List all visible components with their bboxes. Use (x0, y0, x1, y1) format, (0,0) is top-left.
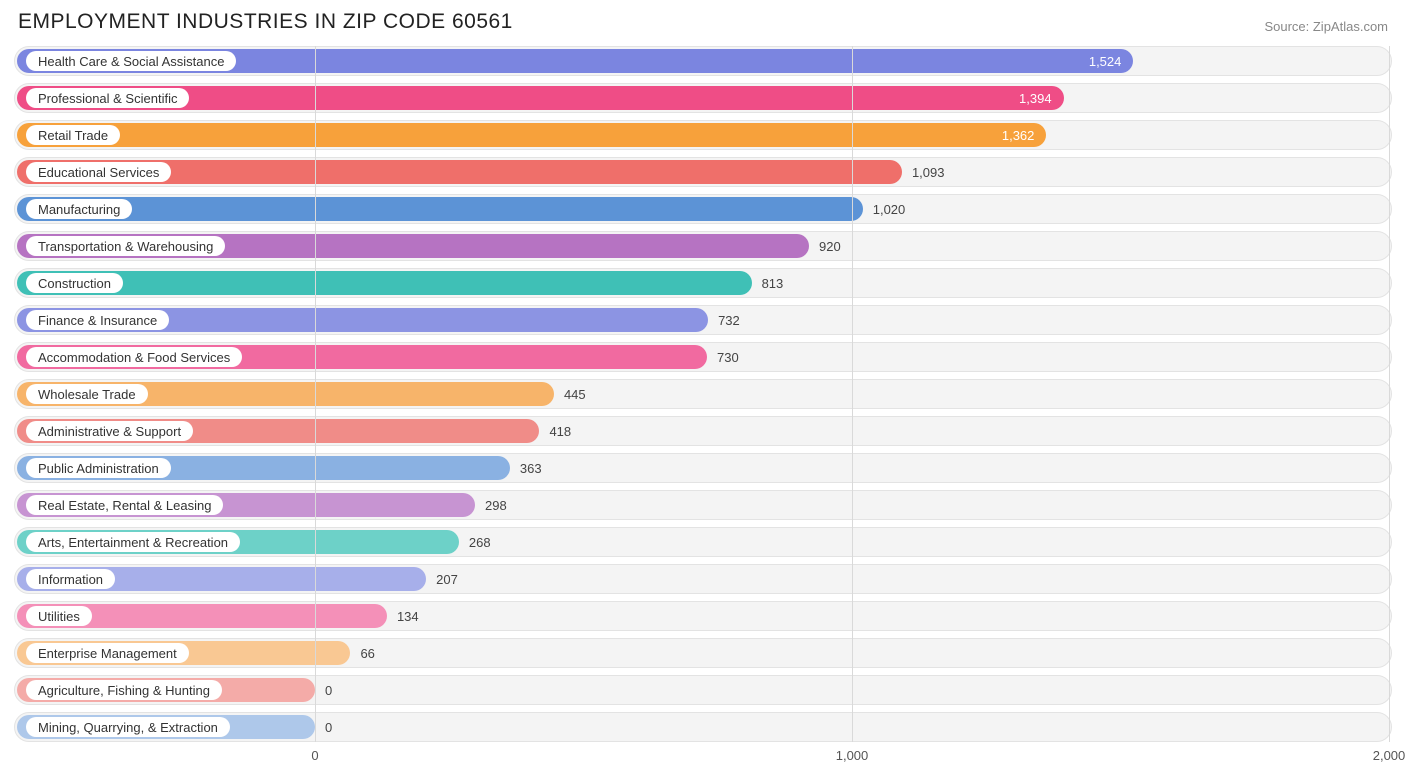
bar-label: Wholesale Trade (26, 384, 148, 404)
bar-row: Manufacturing 1,020 (14, 194, 1392, 224)
bar-label: Manufacturing (26, 199, 132, 219)
bar-label: Real Estate, Rental & Leasing (26, 495, 223, 515)
bar-label: Utilities (26, 606, 92, 626)
x-tick: 0 (311, 748, 318, 763)
bar-row: Utilities 134 (14, 601, 1392, 631)
bar-value: 66 (360, 638, 374, 668)
chart-title: EMPLOYMENT INDUSTRIES IN ZIP CODE 60561 (18, 10, 513, 34)
bar-row: Wholesale Trade 445 (14, 379, 1392, 409)
bar-row: Professional & Scientific 1,394 (14, 83, 1392, 113)
bar-label: Finance & Insurance (26, 310, 169, 330)
bar-row: Retail Trade 1,362 (14, 120, 1392, 150)
bar-row: Transportation & Warehousing 920 (14, 231, 1392, 261)
bar-label: Transportation & Warehousing (26, 236, 225, 256)
bar-label: Public Administration (26, 458, 171, 478)
bar-value: 363 (520, 453, 542, 483)
bar-label: Accommodation & Food Services (26, 347, 242, 367)
bar-row: Information 207 (14, 564, 1392, 594)
bar-value: 730 (717, 342, 739, 372)
bar-label: Mining, Quarrying, & Extraction (26, 717, 230, 737)
bar-row: Enterprise Management 66 (14, 638, 1392, 668)
bar-label: Health Care & Social Assistance (26, 51, 236, 71)
bar-row: Construction 813 (14, 268, 1392, 298)
bar-label: Retail Trade (26, 125, 120, 145)
bar-value: 1,394 (1019, 83, 1052, 113)
bar-value: 1,093 (912, 157, 945, 187)
bar-value: 0 (325, 712, 332, 742)
bar-value: 268 (469, 527, 491, 557)
bar-label: Educational Services (26, 162, 171, 182)
bar-row: Agriculture, Fishing & Hunting 0 (14, 675, 1392, 705)
bar-row: Public Administration 363 (14, 453, 1392, 483)
bar-value: 0 (325, 675, 332, 705)
bar-value: 920 (819, 231, 841, 261)
bar (17, 271, 752, 295)
bar-row: Real Estate, Rental & Leasing 298 (14, 490, 1392, 520)
bar-value: 1,020 (873, 194, 906, 224)
bar-value: 1,524 (1089, 46, 1122, 76)
bar-label: Arts, Entertainment & Recreation (26, 532, 240, 552)
chart-area: Health Care & Social Assistance 1,524 Prof… (14, 46, 1392, 768)
bar-label: Administrative & Support (26, 421, 193, 441)
bar-value: 732 (718, 305, 740, 335)
x-axis: 01,0002,000 (14, 744, 1392, 768)
bar-row: Health Care & Social Assistance 1,524 (14, 46, 1392, 76)
bar-label: Information (26, 569, 115, 589)
x-tick: 1,000 (836, 748, 869, 763)
bar-label: Enterprise Management (26, 643, 189, 663)
bar-row: Finance & Insurance 732 (14, 305, 1392, 335)
bar-row: Educational Services 1,093 (14, 157, 1392, 187)
bar-label: Construction (26, 273, 123, 293)
x-tick: 2,000 (1373, 748, 1406, 763)
chart-source: Source: ZipAtlas.com (1264, 19, 1388, 34)
bar-label: Agriculture, Fishing & Hunting (26, 680, 222, 700)
bar (17, 197, 863, 221)
bar (17, 123, 1046, 147)
bar-value: 134 (397, 601, 419, 631)
bar-row: Administrative & Support 418 (14, 416, 1392, 446)
bar-value: 298 (485, 490, 507, 520)
bar-value: 813 (762, 268, 784, 298)
bar-value: 1,362 (1002, 120, 1035, 150)
bar-value: 445 (564, 379, 586, 409)
bar-value: 207 (436, 564, 458, 594)
bar-row: Mining, Quarrying, & Extraction 0 (14, 712, 1392, 742)
chart-header: EMPLOYMENT INDUSTRIES IN ZIP CODE 60561 … (14, 10, 1392, 34)
bar-row: Accommodation & Food Services 730 (14, 342, 1392, 372)
bar-container: Health Care & Social Assistance 1,524 Prof… (14, 46, 1392, 742)
bar-value: 418 (549, 416, 571, 446)
bar-row: Arts, Entertainment & Recreation 268 (14, 527, 1392, 557)
bar-label: Professional & Scientific (26, 88, 189, 108)
